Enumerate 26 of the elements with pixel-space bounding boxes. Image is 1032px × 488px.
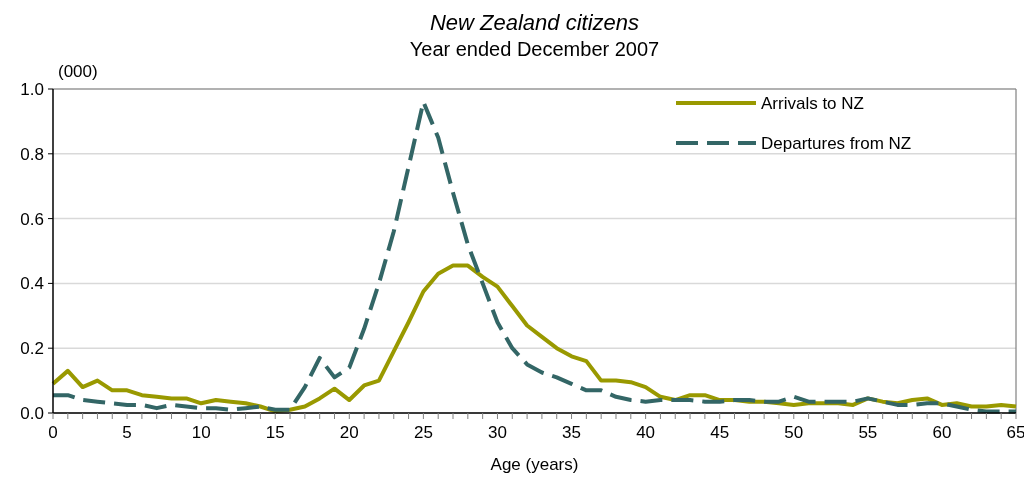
x-axis-title: Age (years)	[490, 455, 579, 474]
x-tick-label: 45	[710, 423, 730, 442]
x-tick-label: 65	[1006, 423, 1026, 442]
y-tick-label: 0.2	[20, 339, 44, 359]
y-tick-label: 0.4	[20, 274, 44, 294]
y-tick-label: 1.0	[20, 79, 44, 99]
y-tick-label: 0.0	[20, 403, 44, 423]
x-tick-label: 5	[122, 423, 132, 442]
y-tick-label: 0.8	[20, 144, 44, 164]
x-tick-label: 15	[265, 423, 285, 442]
x-tick-label: 60	[932, 423, 952, 442]
legend-label: Arrivals to NZ	[761, 93, 864, 113]
x-tick-label: 0	[48, 423, 58, 442]
x-tick-label: 10	[191, 423, 211, 442]
legend-label: Departures from NZ	[761, 133, 912, 153]
x-tick-label: 35	[562, 423, 581, 442]
x-tick-label: 30	[488, 423, 507, 442]
x-tick-label: 40	[636, 423, 656, 442]
chart-subtitle: Year ended December 2007	[409, 38, 660, 60]
y-axis-title: (000)	[58, 62, 98, 81]
x-tick-label: 20	[339, 423, 359, 442]
x-tick-label: 50	[784, 423, 804, 442]
chart-title: New Zealand citizens	[429, 10, 640, 35]
x-tick-label: 25	[413, 423, 433, 442]
x-tick-label: 55	[858, 423, 878, 442]
y-tick-label: 0.6	[20, 209, 44, 229]
